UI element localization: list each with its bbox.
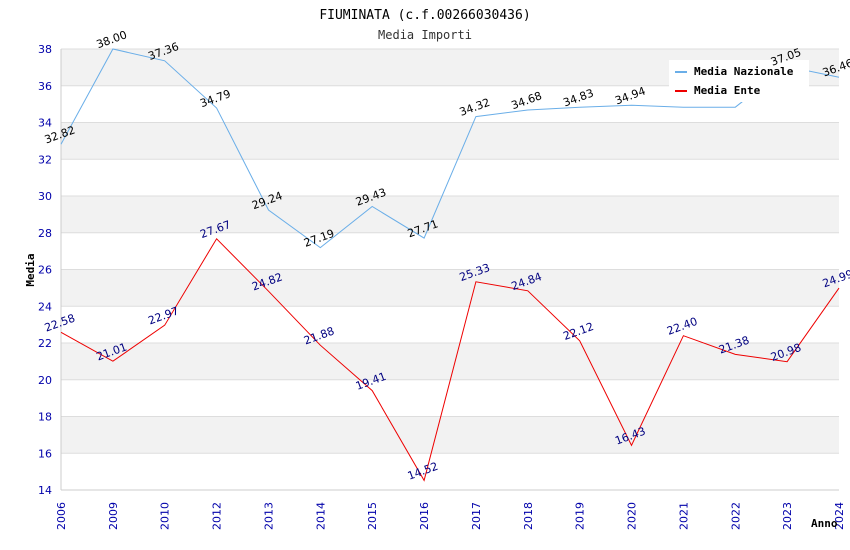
y-tick-label: 26 <box>38 264 52 277</box>
grid-band <box>61 306 839 343</box>
x-tick-label: 2013 <box>262 502 275 530</box>
chart-subtitle: Media Importi <box>378 28 472 42</box>
series-group <box>60 48 840 482</box>
y-tick-label: 16 <box>38 447 52 460</box>
x-tick-label: 2024 <box>833 502 846 530</box>
legend: Media Nazionale Media Ente <box>669 60 809 102</box>
y-axis-ticks: 14 16 18 20 22 24 26 28 30 32 34 36 38 <box>38 43 52 497</box>
x-tick-label: 2021 <box>677 502 690 530</box>
grid-band <box>61 122 839 160</box>
grid-band <box>61 453 839 490</box>
y-tick-label: 34 <box>38 117 52 130</box>
legend-label: Media Nazionale <box>694 65 794 78</box>
x-tick-label: 2019 <box>574 502 587 530</box>
data-label: 38.00 <box>95 28 129 51</box>
y-tick-label: 18 <box>38 411 52 424</box>
x-tick-label: 2023 <box>781 502 794 530</box>
chart-title: FIUMINATA (c.f.00266030436) <box>319 8 530 23</box>
grid-band <box>61 379 839 417</box>
x-axis-ticks: 2006 2009 2010 2012 2013 2014 2015 2016 2017 2018… <box>55 502 846 530</box>
y-tick-label: 38 <box>38 43 52 56</box>
x-tick-label: 2016 <box>418 502 431 530</box>
x-axis-label: Anno <box>811 517 838 530</box>
y-tick-label: 20 <box>38 374 52 387</box>
grid-band <box>61 196 839 233</box>
grid-band <box>61 232 839 270</box>
y-tick-label: 14 <box>38 484 52 497</box>
y-tick-label: 32 <box>38 153 52 166</box>
grid-bands <box>61 49 839 490</box>
x-tick-label: 2022 <box>729 502 742 530</box>
x-tick-label: 2015 <box>366 502 379 530</box>
y-tick-label: 22 <box>38 337 52 350</box>
x-tick-label: 2010 <box>159 502 172 530</box>
grid-band <box>61 269 839 307</box>
series-line-media-ente <box>60 237 840 482</box>
x-tick-label: 2018 <box>522 502 535 530</box>
x-tick-label: 2014 <box>314 502 327 530</box>
x-tick-label: 2009 <box>107 502 120 530</box>
gridlines <box>60 48 839 491</box>
y-axis-label: Media <box>24 253 37 286</box>
x-tick-label: 2017 <box>470 502 483 530</box>
x-tick-label: 2006 <box>55 502 68 530</box>
y-tick-label: 24 <box>38 300 52 313</box>
x-tick-label: 2012 <box>211 502 224 530</box>
grid-band <box>61 343 839 380</box>
grid-band <box>61 416 839 454</box>
y-tick-label: 36 <box>38 80 52 93</box>
x-tick-label: 2020 <box>626 502 639 530</box>
y-tick-label: 28 <box>38 227 52 240</box>
legend-label: Media Ente <box>694 84 761 97</box>
series-line-media-nazionale <box>60 48 840 249</box>
legend-box <box>669 60 809 102</box>
y-tick-label: 30 <box>38 190 52 203</box>
